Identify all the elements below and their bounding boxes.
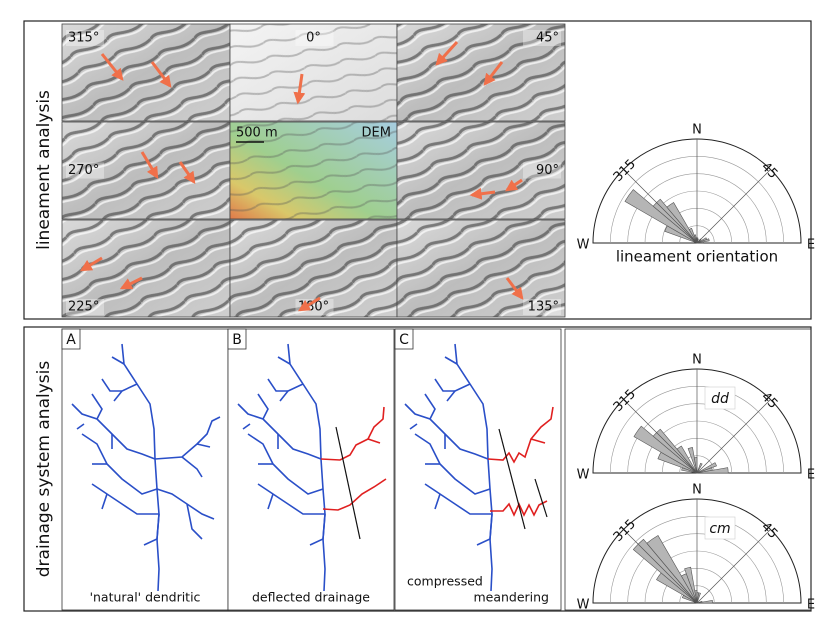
section-label: drainage system analysis <box>34 361 54 578</box>
rose-diagram: 31545NWEdd <box>577 353 816 483</box>
rose-west: W <box>577 468 590 483</box>
tile-label: DEM <box>362 126 391 141</box>
panel-border <box>62 329 228 610</box>
page: Lineament and drainage analysis html, bo… <box>0 0 827 632</box>
tile: 0° <box>230 24 397 121</box>
tile-label: 225° <box>68 300 99 315</box>
tile-label: 315° <box>68 31 99 46</box>
rose-diagram: 31545NWElineament orientation <box>577 123 816 266</box>
tile: 270° <box>62 122 230 219</box>
panel-letter: B <box>232 332 242 348</box>
rose-title: lineament orientation <box>616 248 778 266</box>
tile: 90° <box>397 122 565 219</box>
body: {"lineament_analysis": { "label": "linea… <box>0 0 827 632</box>
panel-border <box>228 329 394 610</box>
rose-north: N <box>692 353 702 368</box>
drainage-panel: Bdeflected drainage <box>228 329 394 610</box>
panel-letter: C <box>399 332 409 348</box>
tile: 45° <box>397 24 565 121</box>
drainage-panel: A 'natural' dendritic <box>62 329 228 610</box>
rose-east: E <box>807 468 815 483</box>
tile: 180° <box>230 220 397 317</box>
tile: 315° <box>62 24 230 121</box>
panel-caption: deflected drainage <box>252 590 370 605</box>
rose-east: E <box>807 238 815 253</box>
tile-label: 135° <box>528 300 559 315</box>
tile-label: 270° <box>68 163 99 178</box>
panel-letter: A <box>66 332 76 348</box>
section-label: lineament analysis <box>34 90 54 250</box>
rose-north: N <box>692 123 702 138</box>
tile-label: 90° <box>536 163 559 178</box>
rose-north: N <box>692 483 702 498</box>
tile-label: 0° <box>306 31 321 46</box>
rose-west: W <box>577 598 590 613</box>
scale-label: 500 m <box>236 126 278 141</box>
panel-border <box>395 329 561 610</box>
panel-caption: compressed <box>407 574 483 589</box>
rose-tag: cm <box>709 521 730 537</box>
panel-caption: 'natural' dendritic <box>90 590 201 605</box>
tile: 135° <box>397 220 565 317</box>
rose-west: W <box>577 238 590 253</box>
rose-east: E <box>807 598 815 613</box>
panel-caption: meandering <box>473 590 549 605</box>
tile: 500 m DEM <box>230 122 397 219</box>
rose-tag: dd <box>711 391 729 407</box>
figure: lineament analysis drainage system analy… <box>0 0 827 632</box>
tile: 225° <box>62 220 230 317</box>
hillshade-grid: 315° 0° 45° 270° 500 m DEM 90° 225° 180° 135° <box>62 24 565 317</box>
tile-label: 45° <box>536 31 559 46</box>
